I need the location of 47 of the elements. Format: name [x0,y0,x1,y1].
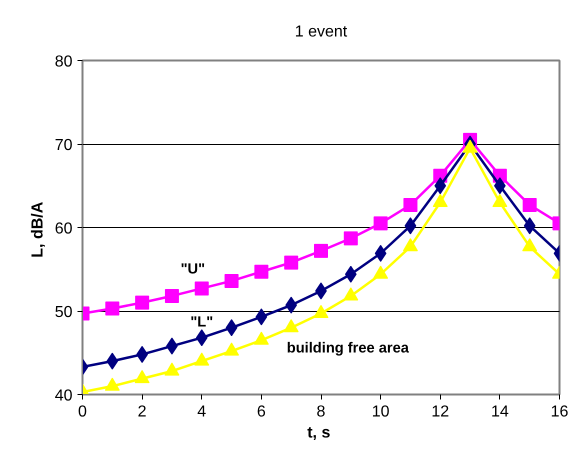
point [254,332,269,345]
point [224,342,240,356]
y-tick-label: 70 [54,137,73,154]
point [314,244,328,258]
point [194,281,209,296]
point [196,329,208,346]
x-tick-label: 16 [550,404,568,420]
point [164,362,180,376]
point [105,301,120,316]
point [343,287,358,301]
x-tick-label: 14 [490,404,509,420]
point [194,352,210,366]
chart-title: 1 event [294,24,348,40]
series-label: "U" [180,261,206,278]
point [284,256,298,270]
point [134,370,150,384]
x-tick-label: 2 [138,404,147,420]
point [374,216,388,230]
point [522,198,537,212]
point [314,304,328,318]
x-tick-label: 6 [256,404,266,420]
x-tick-label: 10 [372,404,390,420]
point [524,217,536,234]
point [284,319,299,332]
y-tick-label: 50 [54,304,73,321]
x-axis-title: t, s [307,424,330,442]
point [285,296,298,314]
point [135,296,150,310]
point [344,266,357,283]
y-axis-title: L, dB/A [30,201,47,258]
y-tick-label: 80 [54,54,73,70]
y-tick-label: 60 [54,220,73,238]
x-tick-label: 8 [316,404,326,420]
point [224,274,239,288]
x-tick-label: 12 [431,404,450,420]
point [106,352,118,370]
series-label: building free area [286,340,410,357]
x-tick-label: 0 [78,404,88,420]
point [403,198,418,212]
point [344,231,358,246]
series-label: "L" [190,314,214,331]
point [254,264,268,279]
y-tick-label: 40 [54,388,73,404]
point [434,177,446,194]
point [104,378,120,391]
point [164,288,179,303]
x-tick-label: 4 [197,404,206,420]
